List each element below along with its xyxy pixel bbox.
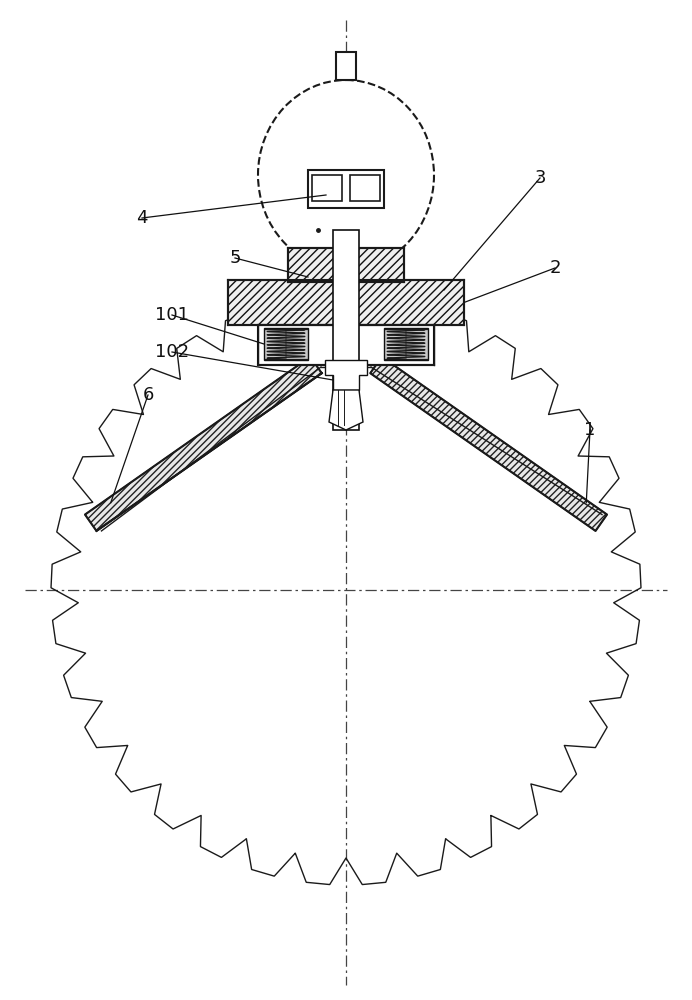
Polygon shape — [288, 248, 404, 282]
Polygon shape — [228, 280, 464, 325]
Polygon shape — [258, 325, 434, 365]
Text: 2: 2 — [549, 259, 561, 277]
Polygon shape — [264, 328, 308, 360]
Bar — [308, 170, 384, 208]
Polygon shape — [336, 248, 356, 270]
Text: 3: 3 — [534, 169, 546, 187]
Bar — [312, 175, 342, 201]
Polygon shape — [370, 357, 607, 531]
Text: 5: 5 — [229, 249, 241, 267]
Text: 102: 102 — [155, 343, 189, 361]
Polygon shape — [325, 360, 367, 390]
Polygon shape — [384, 328, 428, 360]
Polygon shape — [333, 230, 359, 430]
Polygon shape — [85, 357, 322, 531]
Text: 4: 4 — [136, 209, 148, 227]
Text: 101: 101 — [155, 306, 189, 324]
Text: 1: 1 — [584, 421, 596, 439]
Ellipse shape — [258, 80, 434, 270]
Polygon shape — [336, 52, 356, 80]
Bar — [350, 175, 380, 201]
Polygon shape — [329, 390, 363, 430]
Text: 6: 6 — [143, 386, 154, 404]
